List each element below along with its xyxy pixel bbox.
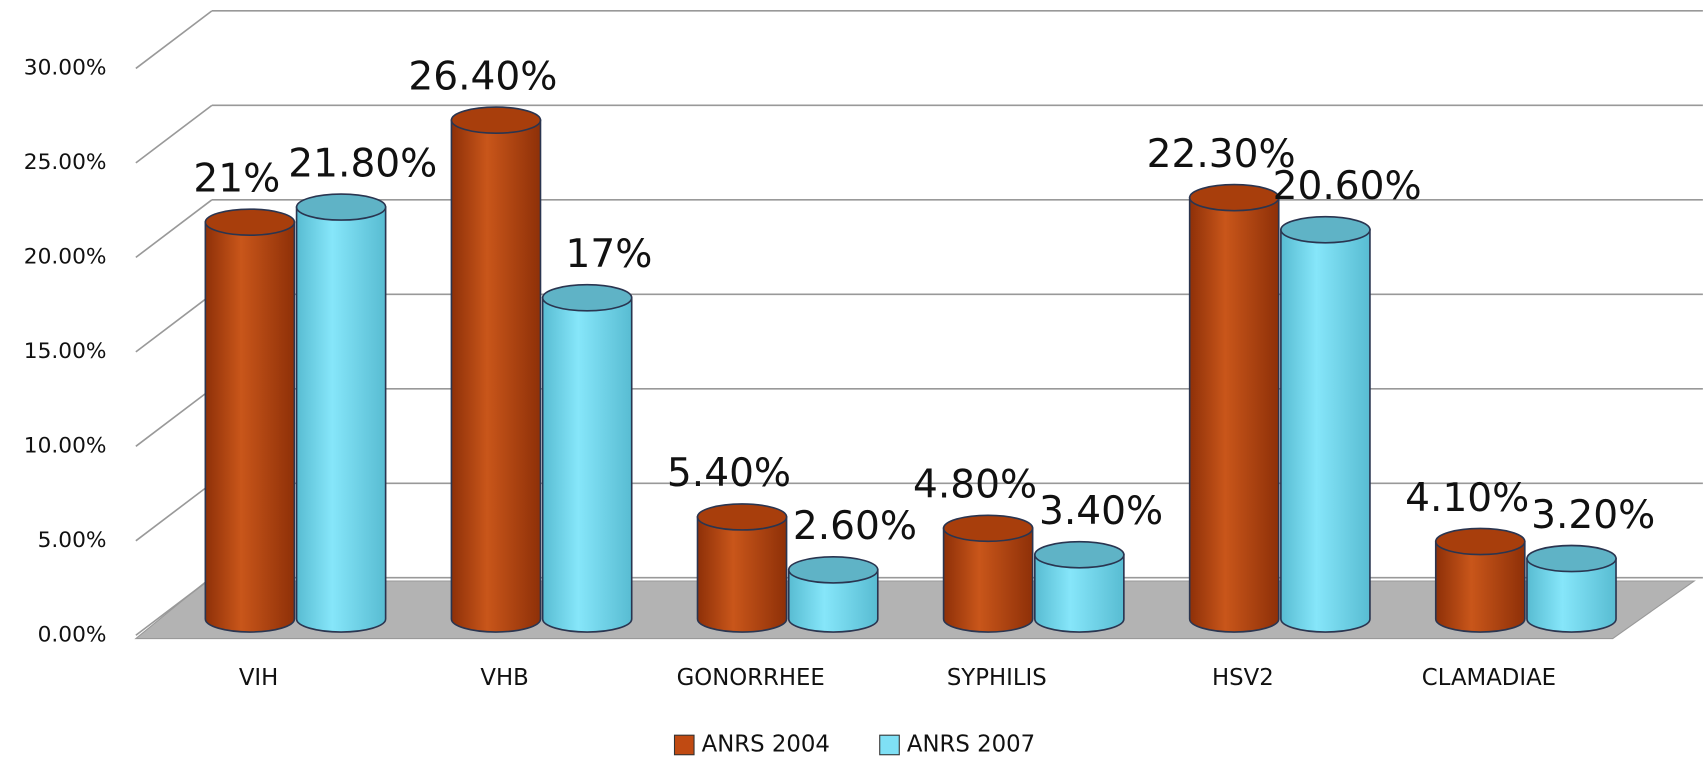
legend-swatch — [673, 734, 695, 756]
bar — [1526, 557, 1617, 633]
grid-line-side — [135, 199, 213, 259]
legend-label: ANRS 2007 — [907, 731, 1035, 757]
value-label: 20.60% — [1273, 164, 1422, 209]
y-tick-label: 15.00% — [24, 339, 107, 364]
bar — [450, 119, 542, 633]
bar-top — [1280, 215, 1371, 244]
value-label: 21.80% — [288, 141, 437, 186]
bar-top — [787, 556, 879, 584]
grid-line-side — [135, 388, 213, 447]
grid-line-side — [135, 482, 213, 542]
x-tick-label: GONORRHEE — [677, 665, 825, 691]
value-label: 3.40% — [1039, 489, 1163, 534]
grid-line-side — [135, 10, 213, 70]
value-label: 5.40% — [667, 451, 791, 496]
bar-top — [1526, 544, 1617, 573]
y-tick-label: 30.00% — [24, 55, 107, 80]
bar-top — [1188, 183, 1280, 212]
grid-line-side — [135, 293, 213, 353]
y-tick-label: 25.00% — [24, 150, 107, 175]
value-label: 4.80% — [913, 463, 1037, 508]
value-label: 3.20% — [1531, 493, 1655, 538]
bar — [696, 516, 788, 633]
bar — [942, 527, 1034, 633]
x-tick-label: VHB — [480, 665, 528, 691]
bar — [541, 296, 633, 633]
bar — [295, 206, 387, 633]
bar-top — [1033, 540, 1125, 569]
value-label: 26.40% — [408, 54, 557, 99]
bar-top — [295, 193, 387, 221]
bar — [1434, 540, 1526, 633]
bar-top — [450, 106, 542, 134]
y-tick-label: 10.00% — [24, 433, 107, 458]
value-label: 2.60% — [793, 504, 917, 549]
value-label: 22.30% — [1147, 132, 1296, 177]
bar — [787, 569, 879, 633]
bar — [1188, 196, 1280, 633]
bar — [1280, 228, 1371, 633]
bar-top — [942, 514, 1034, 543]
y-tick-label: 0.00% — [38, 622, 107, 647]
x-tick-label: VIH — [239, 665, 278, 691]
value-label: 4.10% — [1405, 476, 1529, 521]
grid-line-side — [135, 104, 213, 164]
x-tick-label: SYPHILIS — [947, 665, 1047, 691]
bar — [204, 221, 296, 633]
bar-top — [1434, 527, 1526, 556]
bar-top — [541, 283, 633, 312]
legend-swatch — [879, 734, 900, 756]
bar-top — [204, 208, 296, 237]
y-tick-label: 20.00% — [24, 244, 107, 269]
y-tick-label: 5.00% — [38, 528, 107, 553]
value-label: 21% — [193, 156, 280, 201]
bar-top — [696, 503, 788, 531]
bar — [1033, 553, 1125, 633]
grid-line-side — [135, 577, 213, 636]
x-tick-label: HSV2 — [1212, 665, 1274, 691]
value-label: 17% — [565, 232, 652, 277]
legend-label: ANRS 2004 — [702, 731, 830, 757]
x-tick-label: CLAMADIAE — [1422, 665, 1556, 691]
